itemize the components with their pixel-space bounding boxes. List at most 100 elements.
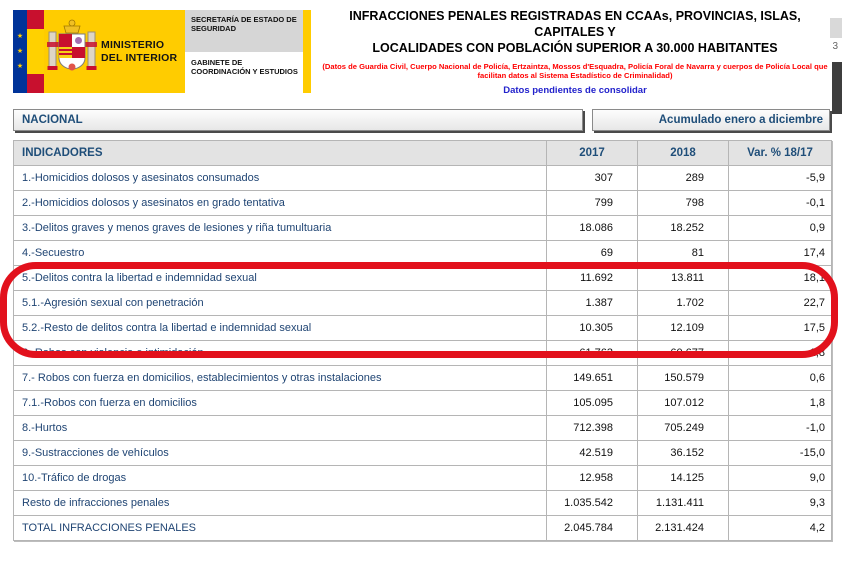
- value-2017: 105.095: [546, 390, 638, 416]
- page-title-line1: INFRACCIONES PENALES REGISTRADAS EN CCAA…: [349, 9, 801, 39]
- gabinete-label: GABINETE DE COORDINACIÓN Y ESTUDIOS: [185, 52, 303, 76]
- secretaria-label: SECRETARÍA DE ESTADO DE SEGURIDAD: [185, 10, 303, 52]
- indicator-label: 7.- Robos con fuerza en domicilios, esta…: [13, 365, 547, 391]
- eu-stars-icon: ★ ★ ★: [13, 10, 27, 93]
- value-2018: 36.152: [637, 440, 729, 466]
- indicator-label: 5.-Delitos contra la libertad e indemnid…: [13, 265, 547, 291]
- table-row: 5.-Delitos contra la libertad e indemnid…: [13, 265, 832, 291]
- indicator-label: 6.-Robos con violencia e intimidación: [13, 340, 547, 366]
- value-variation: 0,9: [728, 215, 832, 241]
- indicator-label: 5.1.-Agresión sexual con penetración: [13, 290, 547, 316]
- page-indicator: 3: [832, 41, 838, 52]
- column-header-variation: Var. % 18/17: [728, 140, 832, 166]
- value-2017: 10.305: [546, 315, 638, 341]
- data-sources-note: (Datos de Guardia Civil, Cuerpo Nacional…: [322, 62, 828, 80]
- indicator-label: 3.-Delitos graves y menos graves de lesi…: [13, 215, 547, 241]
- yellow-accent-strip: [303, 10, 311, 93]
- infractions-table: INDICADORES 2017 2018 Var. % 18/17 1.-Ho…: [13, 140, 832, 541]
- value-2017: 307: [546, 165, 638, 191]
- table-row: 5.2.-Resto de delitos contra la libertad…: [13, 315, 832, 341]
- value-variation: 9,3: [728, 490, 832, 516]
- department-block: SECRETARÍA DE ESTADO DE SEGURIDAD GABINE…: [185, 10, 303, 93]
- value-2017: 799: [546, 190, 638, 216]
- provisional-data-note: Datos pendientes de consolidar: [503, 85, 647, 96]
- value-variation: -1,0: [728, 415, 832, 441]
- value-variation: 22,7: [728, 290, 832, 316]
- table-row: 8.-Hurtos 712.398 705.249 -1,0: [13, 415, 832, 441]
- value-2017: 69: [546, 240, 638, 266]
- ministry-branding: ★ ★ ★: [13, 10, 311, 93]
- column-header-2017: 2017: [546, 140, 638, 166]
- value-2018: 12.109: [637, 315, 729, 341]
- value-2017: 18.086: [546, 215, 638, 241]
- table-body: 1.-Homicidios dolosos y asesinatos consu…: [13, 165, 832, 541]
- value-variation: -1,8: [728, 340, 832, 366]
- value-2017: 12.958: [546, 465, 638, 491]
- value-2018: 1.131.411: [637, 490, 729, 516]
- table-row: 2.-Homicidios dolosos y asesinatos en gr…: [13, 190, 832, 216]
- value-variation: -5,9: [728, 165, 832, 191]
- value-2018: 13.811: [637, 265, 729, 291]
- table-row: 9.-Sustracciones de vehículos 42.519 36.…: [13, 440, 832, 466]
- spain-flag-icon: [27, 10, 44, 93]
- period-selector-button[interactable]: Acumulado enero a diciembre: [592, 109, 830, 131]
- value-2018: 2.131.424: [637, 515, 729, 541]
- value-2017: 712.398: [546, 415, 638, 441]
- value-2018: 798: [637, 190, 729, 216]
- indicator-label: 8.-Hurtos: [13, 415, 547, 441]
- value-2018: 81: [637, 240, 729, 266]
- indicator-label: TOTAL INFRACCIONES PENALES: [13, 515, 547, 541]
- value-2018: 60.677: [637, 340, 729, 366]
- table-row: 10.-Tráfico de drogas 12.958 14.125 9,0: [13, 465, 832, 491]
- spain-eu-flag-icon: ★ ★ ★: [13, 10, 44, 93]
- value-2018: 18.252: [637, 215, 729, 241]
- value-2018: 1.702: [637, 290, 729, 316]
- value-variation: -15,0: [728, 440, 832, 466]
- table-row: 7.1.-Robos con fuerza en domicilios 105.…: [13, 390, 832, 416]
- window-edge-dark-fragment: [832, 62, 842, 114]
- value-variation: 17,4: [728, 240, 832, 266]
- ministry-name: MINISTERIO DEL INTERIOR: [101, 38, 178, 64]
- table-row: 1.-Homicidios dolosos y asesinatos consu…: [13, 165, 832, 191]
- table-row: 4.-Secuestro 69 81 17,4: [13, 240, 832, 266]
- indicator-label: 10.-Tráfico de drogas: [13, 465, 547, 491]
- value-2018: 705.249: [637, 415, 729, 441]
- value-2018: 107.012: [637, 390, 729, 416]
- indicator-label: 4.-Secuestro: [13, 240, 547, 266]
- value-variation: 17,5: [728, 315, 832, 341]
- window-edge-fragment: [830, 18, 842, 38]
- table-row: TOTAL INFRACCIONES PENALES 2.045.784 2.1…: [13, 515, 832, 541]
- coat-of-arms-icon: [47, 18, 97, 85]
- column-header-indicadores: INDICADORES: [13, 140, 547, 166]
- indicator-label: 7.1.-Robos con fuerza en domicilios: [13, 390, 547, 416]
- table-row: 5.1.-Agresión sexual con penetración 1.3…: [13, 290, 832, 316]
- value-variation: 9,0: [728, 465, 832, 491]
- indicator-label: Resto de infracciones penales: [13, 490, 547, 516]
- value-variation: -0,1: [728, 190, 832, 216]
- value-2017: 1.387: [546, 290, 638, 316]
- value-2017: 149.651: [546, 365, 638, 391]
- indicator-label: 5.2.-Resto de delitos contra la libertad…: [13, 315, 547, 341]
- value-variation: 0,6: [728, 365, 832, 391]
- table-row: 3.-Delitos graves y menos graves de lesi…: [13, 215, 832, 241]
- value-2018: 150.579: [637, 365, 729, 391]
- report-header: INFRACCIONES PENALES REGISTRADAS EN CCAA…: [318, 8, 832, 96]
- indicator-label: 1.-Homicidios dolosos y asesinatos consu…: [13, 165, 547, 191]
- value-2017: 11.692: [546, 265, 638, 291]
- ministry-logo: ★ ★ ★: [13, 10, 185, 93]
- value-2017: 61.763: [546, 340, 638, 366]
- value-2018: 289: [637, 165, 729, 191]
- scope-selector-button[interactable]: NACIONAL: [13, 109, 583, 131]
- table-row: 6.-Robos con violencia e intimidación 61…: [13, 340, 832, 366]
- value-2017: 42.519: [546, 440, 638, 466]
- column-header-2018: 2018: [637, 140, 729, 166]
- indicator-label: 9.-Sustracciones de vehículos: [13, 440, 547, 466]
- value-2018: 14.125: [637, 465, 729, 491]
- table-header: INDICADORES 2017 2018 Var. % 18/17: [13, 140, 832, 166]
- indicator-label: 2.-Homicidios dolosos y asesinatos en gr…: [13, 190, 547, 216]
- page-title-line2: LOCALIDADES CON POBLACIÓN SUPERIOR A 30.…: [372, 41, 778, 55]
- value-variation: 18,1: [728, 265, 832, 291]
- table-row: Resto de infracciones penales 1.035.542 …: [13, 490, 832, 516]
- table-row: 7.- Robos con fuerza en domicilios, esta…: [13, 365, 832, 391]
